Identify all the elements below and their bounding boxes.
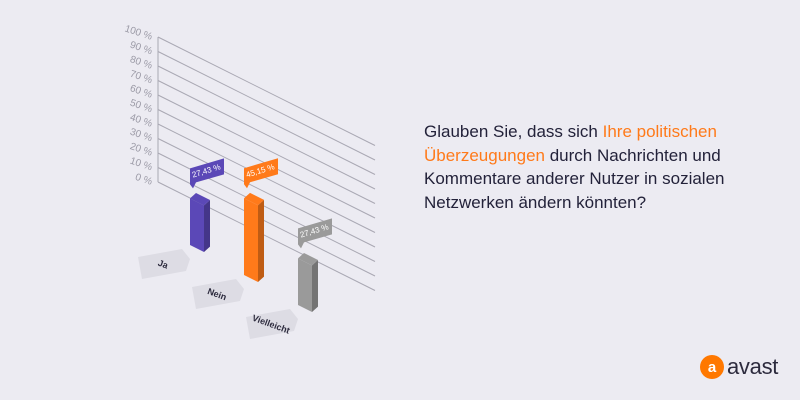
gridline xyxy=(157,65,376,175)
gridline xyxy=(157,80,376,190)
y-tick-label: 0 % xyxy=(134,172,154,188)
avast-logo: a avast xyxy=(700,352,778,382)
gridline xyxy=(157,138,376,248)
avast-logo-icon: a xyxy=(700,355,724,379)
gridline xyxy=(157,123,376,233)
question-text-start: Glauben Sie, dass sich xyxy=(424,122,603,141)
bar xyxy=(190,198,204,252)
bar-side xyxy=(204,199,210,252)
bar-top xyxy=(244,192,264,206)
bar-side xyxy=(312,259,318,312)
bar xyxy=(244,198,258,282)
category-plate xyxy=(246,309,298,339)
category-plate xyxy=(138,249,190,279)
question-highlight: Ihre politischen Überzeugungen xyxy=(424,122,717,165)
gridline xyxy=(157,94,376,204)
question-text-end: durch Nachrichten und Kommentare anderer… xyxy=(424,145,725,212)
svg-text:a: a xyxy=(708,359,717,376)
gridline xyxy=(157,51,376,161)
bar-top xyxy=(190,192,210,206)
bar-side xyxy=(258,199,264,282)
bar-top xyxy=(298,252,318,266)
bar-chart: 0 %10 %20 %30 %40 %50 %60 %70 %80 %90 %1… xyxy=(123,23,376,339)
brand-name: avast xyxy=(727,354,779,379)
category-plate xyxy=(192,279,244,309)
value-callout xyxy=(190,158,224,189)
value-callout xyxy=(244,158,278,189)
value-callout xyxy=(298,218,332,249)
category-label: Ja xyxy=(157,258,171,271)
y-tick-label: 100 % xyxy=(123,23,153,42)
bar xyxy=(298,258,312,312)
survey-question: Glauben Sie, dass sich Ihre politischen … xyxy=(424,120,764,214)
gridline xyxy=(157,36,376,146)
